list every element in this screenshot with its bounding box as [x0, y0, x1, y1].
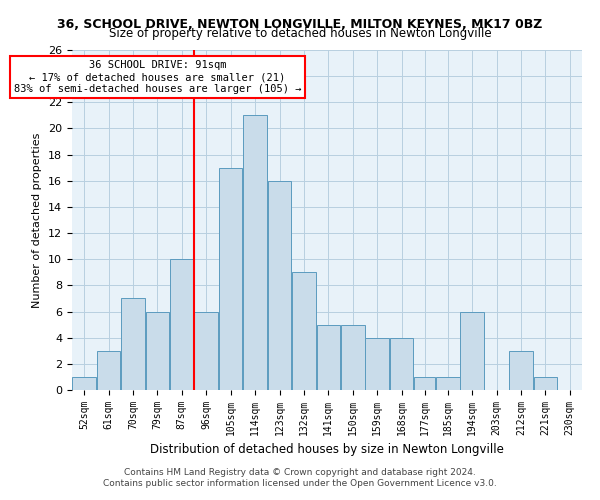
Bar: [436, 377, 460, 390]
Bar: [460, 312, 484, 390]
Bar: [533, 377, 557, 390]
Bar: [414, 377, 435, 390]
Bar: [244, 116, 267, 390]
Bar: [121, 298, 145, 390]
Bar: [73, 377, 96, 390]
Bar: [146, 312, 169, 390]
Text: 36, SCHOOL DRIVE, NEWTON LONGVILLE, MILTON KEYNES, MK17 0BZ: 36, SCHOOL DRIVE, NEWTON LONGVILLE, MILT…: [58, 18, 542, 30]
Text: 36 SCHOOL DRIVE: 91sqm
← 17% of detached houses are smaller (21)
83% of semi-det: 36 SCHOOL DRIVE: 91sqm ← 17% of detached…: [14, 60, 301, 94]
Bar: [365, 338, 389, 390]
Bar: [292, 272, 316, 390]
Bar: [509, 351, 533, 390]
Bar: [194, 312, 218, 390]
Bar: [219, 168, 242, 390]
Text: Contains HM Land Registry data © Crown copyright and database right 2024.
Contai: Contains HM Land Registry data © Crown c…: [103, 468, 497, 487]
Y-axis label: Number of detached properties: Number of detached properties: [32, 132, 43, 308]
Bar: [97, 351, 121, 390]
Bar: [341, 324, 365, 390]
Bar: [268, 181, 292, 390]
Bar: [170, 259, 194, 390]
Text: Size of property relative to detached houses in Newton Longville: Size of property relative to detached ho…: [109, 28, 491, 40]
Bar: [317, 324, 340, 390]
Bar: [390, 338, 413, 390]
X-axis label: Distribution of detached houses by size in Newton Longville: Distribution of detached houses by size …: [150, 444, 504, 456]
